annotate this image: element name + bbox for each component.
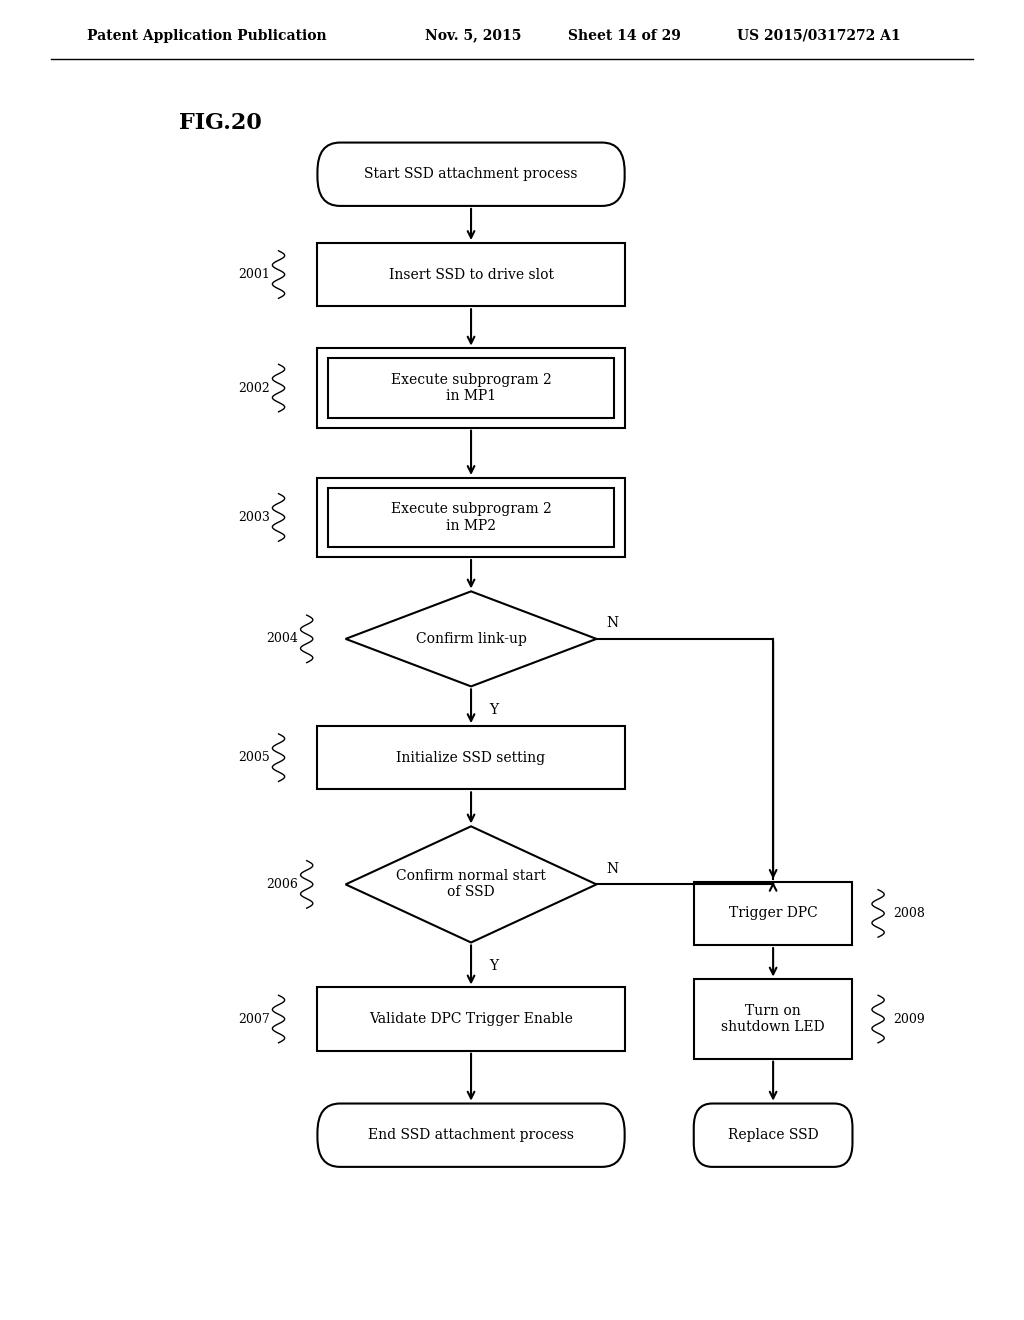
Bar — [317, 987, 625, 1051]
Text: Nov. 5, 2015: Nov. 5, 2015 — [425, 29, 521, 42]
Text: Trigger DPC: Trigger DPC — [729, 907, 817, 920]
Text: 2008: 2008 — [893, 907, 926, 920]
Bar — [317, 243, 625, 306]
Text: Insert SSD to drive slot: Insert SSD to drive slot — [388, 268, 554, 281]
Bar — [328, 487, 614, 546]
Text: Y: Y — [489, 704, 499, 717]
Text: Patent Application Publication: Patent Application Publication — [87, 29, 327, 42]
Text: N: N — [606, 862, 618, 875]
Bar — [328, 358, 614, 417]
Text: Initialize SSD setting: Initialize SSD setting — [396, 751, 546, 764]
Text: Turn on
shutdown LED: Turn on shutdown LED — [721, 1005, 825, 1034]
Text: 2004: 2004 — [266, 632, 299, 645]
Text: 2003: 2003 — [239, 511, 270, 524]
Bar — [317, 348, 625, 428]
Bar — [317, 478, 625, 557]
Text: Execute subprogram 2
in MP2: Execute subprogram 2 in MP2 — [391, 503, 551, 532]
FancyBboxPatch shape — [317, 143, 625, 206]
Text: Start SSD attachment process: Start SSD attachment process — [365, 168, 578, 181]
Text: N: N — [606, 616, 618, 630]
Text: FIG.20: FIG.20 — [179, 112, 262, 135]
Text: Validate DPC Trigger Enable: Validate DPC Trigger Enable — [369, 1012, 573, 1026]
Text: 2001: 2001 — [239, 268, 270, 281]
Polygon shape — [346, 591, 596, 686]
Text: US 2015/0317272 A1: US 2015/0317272 A1 — [737, 29, 901, 42]
Bar — [317, 726, 625, 789]
Bar — [694, 882, 852, 945]
Text: 2009: 2009 — [893, 1012, 926, 1026]
Text: End SSD attachment process: End SSD attachment process — [368, 1129, 574, 1142]
Text: Confirm normal start
of SSD: Confirm normal start of SSD — [396, 870, 546, 899]
FancyBboxPatch shape — [694, 1104, 852, 1167]
Text: 2007: 2007 — [239, 1012, 270, 1026]
Text: 2006: 2006 — [266, 878, 299, 891]
Text: Confirm link-up: Confirm link-up — [416, 632, 526, 645]
Text: Sheet 14 of 29: Sheet 14 of 29 — [568, 29, 681, 42]
Polygon shape — [346, 826, 596, 942]
Text: Replace SSD: Replace SSD — [728, 1129, 818, 1142]
Text: 2002: 2002 — [239, 381, 270, 395]
Text: 2005: 2005 — [239, 751, 270, 764]
Bar — [694, 979, 852, 1059]
Text: Execute subprogram 2
in MP1: Execute subprogram 2 in MP1 — [391, 374, 551, 403]
FancyBboxPatch shape — [317, 1104, 625, 1167]
Text: Y: Y — [489, 960, 499, 973]
